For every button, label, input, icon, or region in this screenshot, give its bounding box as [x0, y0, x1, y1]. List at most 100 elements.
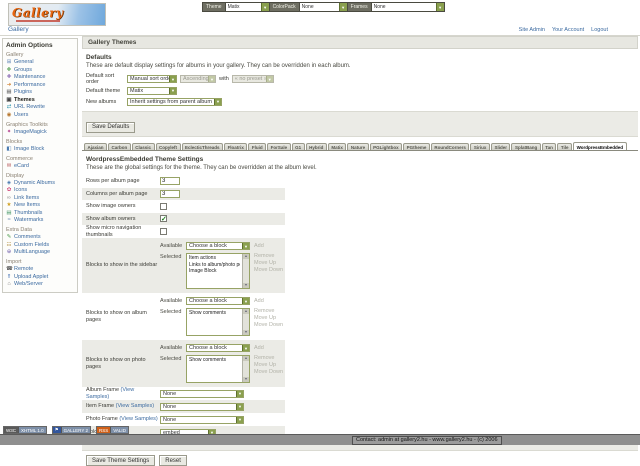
sidebar-item[interactable]: ≈ Watermarks	[6, 217, 76, 225]
selected-blocks-list[interactable]: Show comments ▲ ▼	[186, 355, 250, 383]
theme-tab[interactable]: G1	[291, 142, 305, 150]
theme-tab[interactable]: RoundCorners	[430, 142, 470, 150]
theme-tab[interactable]: Slider	[490, 142, 511, 150]
sidebar-item-icon: ✚	[6, 74, 12, 81]
theme-tab[interactable]: Nature	[347, 142, 369, 150]
theme-tab[interactable]: WordpressEmbedded	[573, 142, 627, 150]
sidebar-item[interactable]: ⊞ General	[6, 59, 76, 67]
view-samples-link[interactable]: (View Samples)	[119, 416, 158, 423]
validation-badge[interactable]: ⚑ GALLERY 2	[51, 426, 91, 434]
theme-tab[interactable]: Hybrid	[305, 142, 327, 150]
scroll-up-icon[interactable]: ▲	[243, 254, 249, 259]
sidebar-item[interactable]: ▣ Themes	[6, 96, 76, 104]
theme-tab[interactable]: Ajaxian	[84, 142, 108, 150]
theme-tab[interactable]: Classic	[131, 142, 155, 150]
selected-blocks-list[interactable]: Show comments ▲ ▼	[186, 308, 250, 336]
theme-tab[interactable]: Fluid	[248, 142, 267, 150]
sidebar-item[interactable]: Extra Data	[6, 227, 76, 234]
show-image-owners-checkbox[interactable]: ✓	[160, 202, 167, 210]
theme-tab[interactable]: EclecticThreads	[181, 142, 224, 150]
sidebar-item[interactable]: ☷ Custom Fields	[6, 241, 76, 249]
sidebar-item[interactable]: ✉ eCard	[6, 162, 76, 170]
frame-select[interactable]: None ▼	[160, 402, 244, 411]
sidebar-item[interactable]: ✦ ImageMagick	[6, 128, 76, 136]
choose-block-select[interactable]: Choose a block ▼	[186, 344, 250, 352]
show-micro-nav-checkbox[interactable]: ✓	[160, 228, 167, 235]
sidebar-item[interactable]: ⊕ MultiLanguage	[6, 249, 76, 257]
scroll-down-icon[interactable]: ▼	[243, 330, 249, 335]
save-defaults-button[interactable]: Save Defaults	[86, 121, 136, 133]
theme-tab[interactable]: Carbon	[108, 142, 131, 150]
choose-block-select[interactable]: Choose a block ▼	[186, 242, 250, 250]
sidebar-item[interactable]: ✿ Icons	[6, 187, 76, 195]
sidebar-item[interactable]: ⇄ URL Rewrite	[6, 104, 76, 112]
sidebar-item[interactable]: ◉ Users	[6, 111, 76, 119]
theme-tab[interactable]: PGtheme	[403, 142, 430, 150]
scroll-down-icon[interactable]: ▼	[243, 377, 249, 382]
nav-link[interactable]: Your Account	[551, 27, 585, 33]
sidebar-item[interactable]: ∞ Link Items	[6, 194, 76, 202]
list-item[interactable]: Item actions	[189, 255, 216, 261]
sidebar-item[interactable]: ☎ Remote	[6, 266, 76, 274]
view-samples-link[interactable]: (View Samples)	[115, 403, 155, 410]
sidebar-item[interactable]: Display	[6, 172, 76, 179]
reset-button[interactable]: Reset	[159, 455, 187, 466]
scroll-up-icon[interactable]: ▲	[243, 356, 249, 361]
nav-link[interactable]: Site Admin	[518, 27, 545, 33]
sidebar-item[interactable]: ◧ Image Block	[6, 145, 76, 153]
theme-tab[interactable]: SplatBang	[511, 142, 541, 150]
breadcrumb-gallery-link[interactable]: Gallery	[8, 26, 29, 33]
scrollbar[interactable]: ▲ ▼	[242, 356, 249, 382]
validation-badge[interactable]: W3C XHTML 1.0	[3, 426, 47, 434]
validation-badge[interactable]: RSS VALID	[96, 426, 129, 434]
save-theme-settings-button[interactable]: Save Theme Settings	[86, 455, 156, 466]
theme-tab[interactable]: Floatrix	[224, 142, 248, 150]
theme-tab[interactable]: ForSale	[267, 142, 291, 150]
theme-tab[interactable]: Matix	[327, 142, 347, 150]
site-theme-select[interactable]: Matix ▼	[225, 3, 270, 11]
list-item[interactable]: Show comments	[189, 310, 226, 316]
sidebar-item[interactable]: Commerce	[6, 155, 76, 162]
theme-tab[interactable]: Siriux	[470, 142, 490, 150]
choose-block-select[interactable]: Choose a block ▼	[186, 297, 250, 305]
sidebar-item[interactable]: ✚ Maintenance	[6, 74, 76, 82]
frames-select[interactable]: None ▼	[371, 3, 444, 11]
gallery-logo[interactable]: Gallery	[8, 3, 106, 26]
frame-select[interactable]: None ▼	[160, 389, 244, 398]
new-albums-select[interactable]: Inherit settings from parent album ▼	[127, 97, 222, 106]
show-album-owners-checkbox[interactable]: ✓	[160, 215, 167, 223]
colorpack-select[interactable]: None ▼	[299, 3, 348, 11]
scroll-up-icon[interactable]: ▲	[243, 309, 249, 314]
sidebar-item[interactable]: ❖ Groups	[6, 66, 76, 74]
scrollbar[interactable]: ▲ ▼	[242, 309, 249, 335]
sidebar-item[interactable]: Gallery	[6, 52, 76, 59]
nav-link[interactable]: Logout	[591, 27, 608, 33]
list-item[interactable]: Links to album/photo peers	[189, 261, 240, 268]
sidebar-item[interactable]: ➜ Performance	[6, 81, 76, 89]
scrollbar[interactable]: ▲ ▼	[242, 254, 249, 288]
sidebar-item[interactable]: Blocks	[6, 138, 76, 145]
list-item[interactable]: Image Block	[189, 268, 217, 274]
sidebar-item[interactable]: ✎ Comments	[6, 234, 76, 242]
columns-per-page-input[interactable]	[160, 189, 180, 198]
sidebar-item[interactable]: Import	[6, 259, 76, 266]
scroll-down-icon[interactable]: ▼	[243, 283, 249, 288]
sidebar-item[interactable]: ⌂ Web/Server	[6, 281, 76, 289]
sidebar-item[interactable]: ◈ Dynamic Albums	[6, 179, 76, 187]
sidebar-item[interactable]: ▦ Plugins	[6, 89, 76, 97]
theme-tab[interactable]: Tan	[541, 142, 557, 150]
frame-select[interactable]: None ▼	[160, 415, 244, 424]
view-samples-link[interactable]: (View Samples)	[86, 387, 135, 400]
list-item[interactable]: Show comments	[189, 357, 226, 363]
theme-tab[interactable]: Tile	[557, 142, 573, 150]
sidebar-item[interactable]: ★ New Items	[6, 202, 76, 210]
theme-tab[interactable]: Copyleft	[155, 142, 181, 150]
default-theme-select[interactable]: Matix ▼	[127, 86, 177, 95]
theme-tab[interactable]: PGLightbox	[369, 142, 403, 150]
sidebar-item[interactable]: Graphics Toolkits	[6, 121, 76, 128]
sidebar-item[interactable]: ⇑ Upload Applet	[6, 273, 76, 281]
sidebar-item[interactable]: ▤ Thumbnails	[6, 209, 76, 217]
default-sort-order-select[interactable]: Manual sort order ▼	[127, 75, 177, 83]
rows-per-page-input[interactable]	[160, 177, 180, 186]
